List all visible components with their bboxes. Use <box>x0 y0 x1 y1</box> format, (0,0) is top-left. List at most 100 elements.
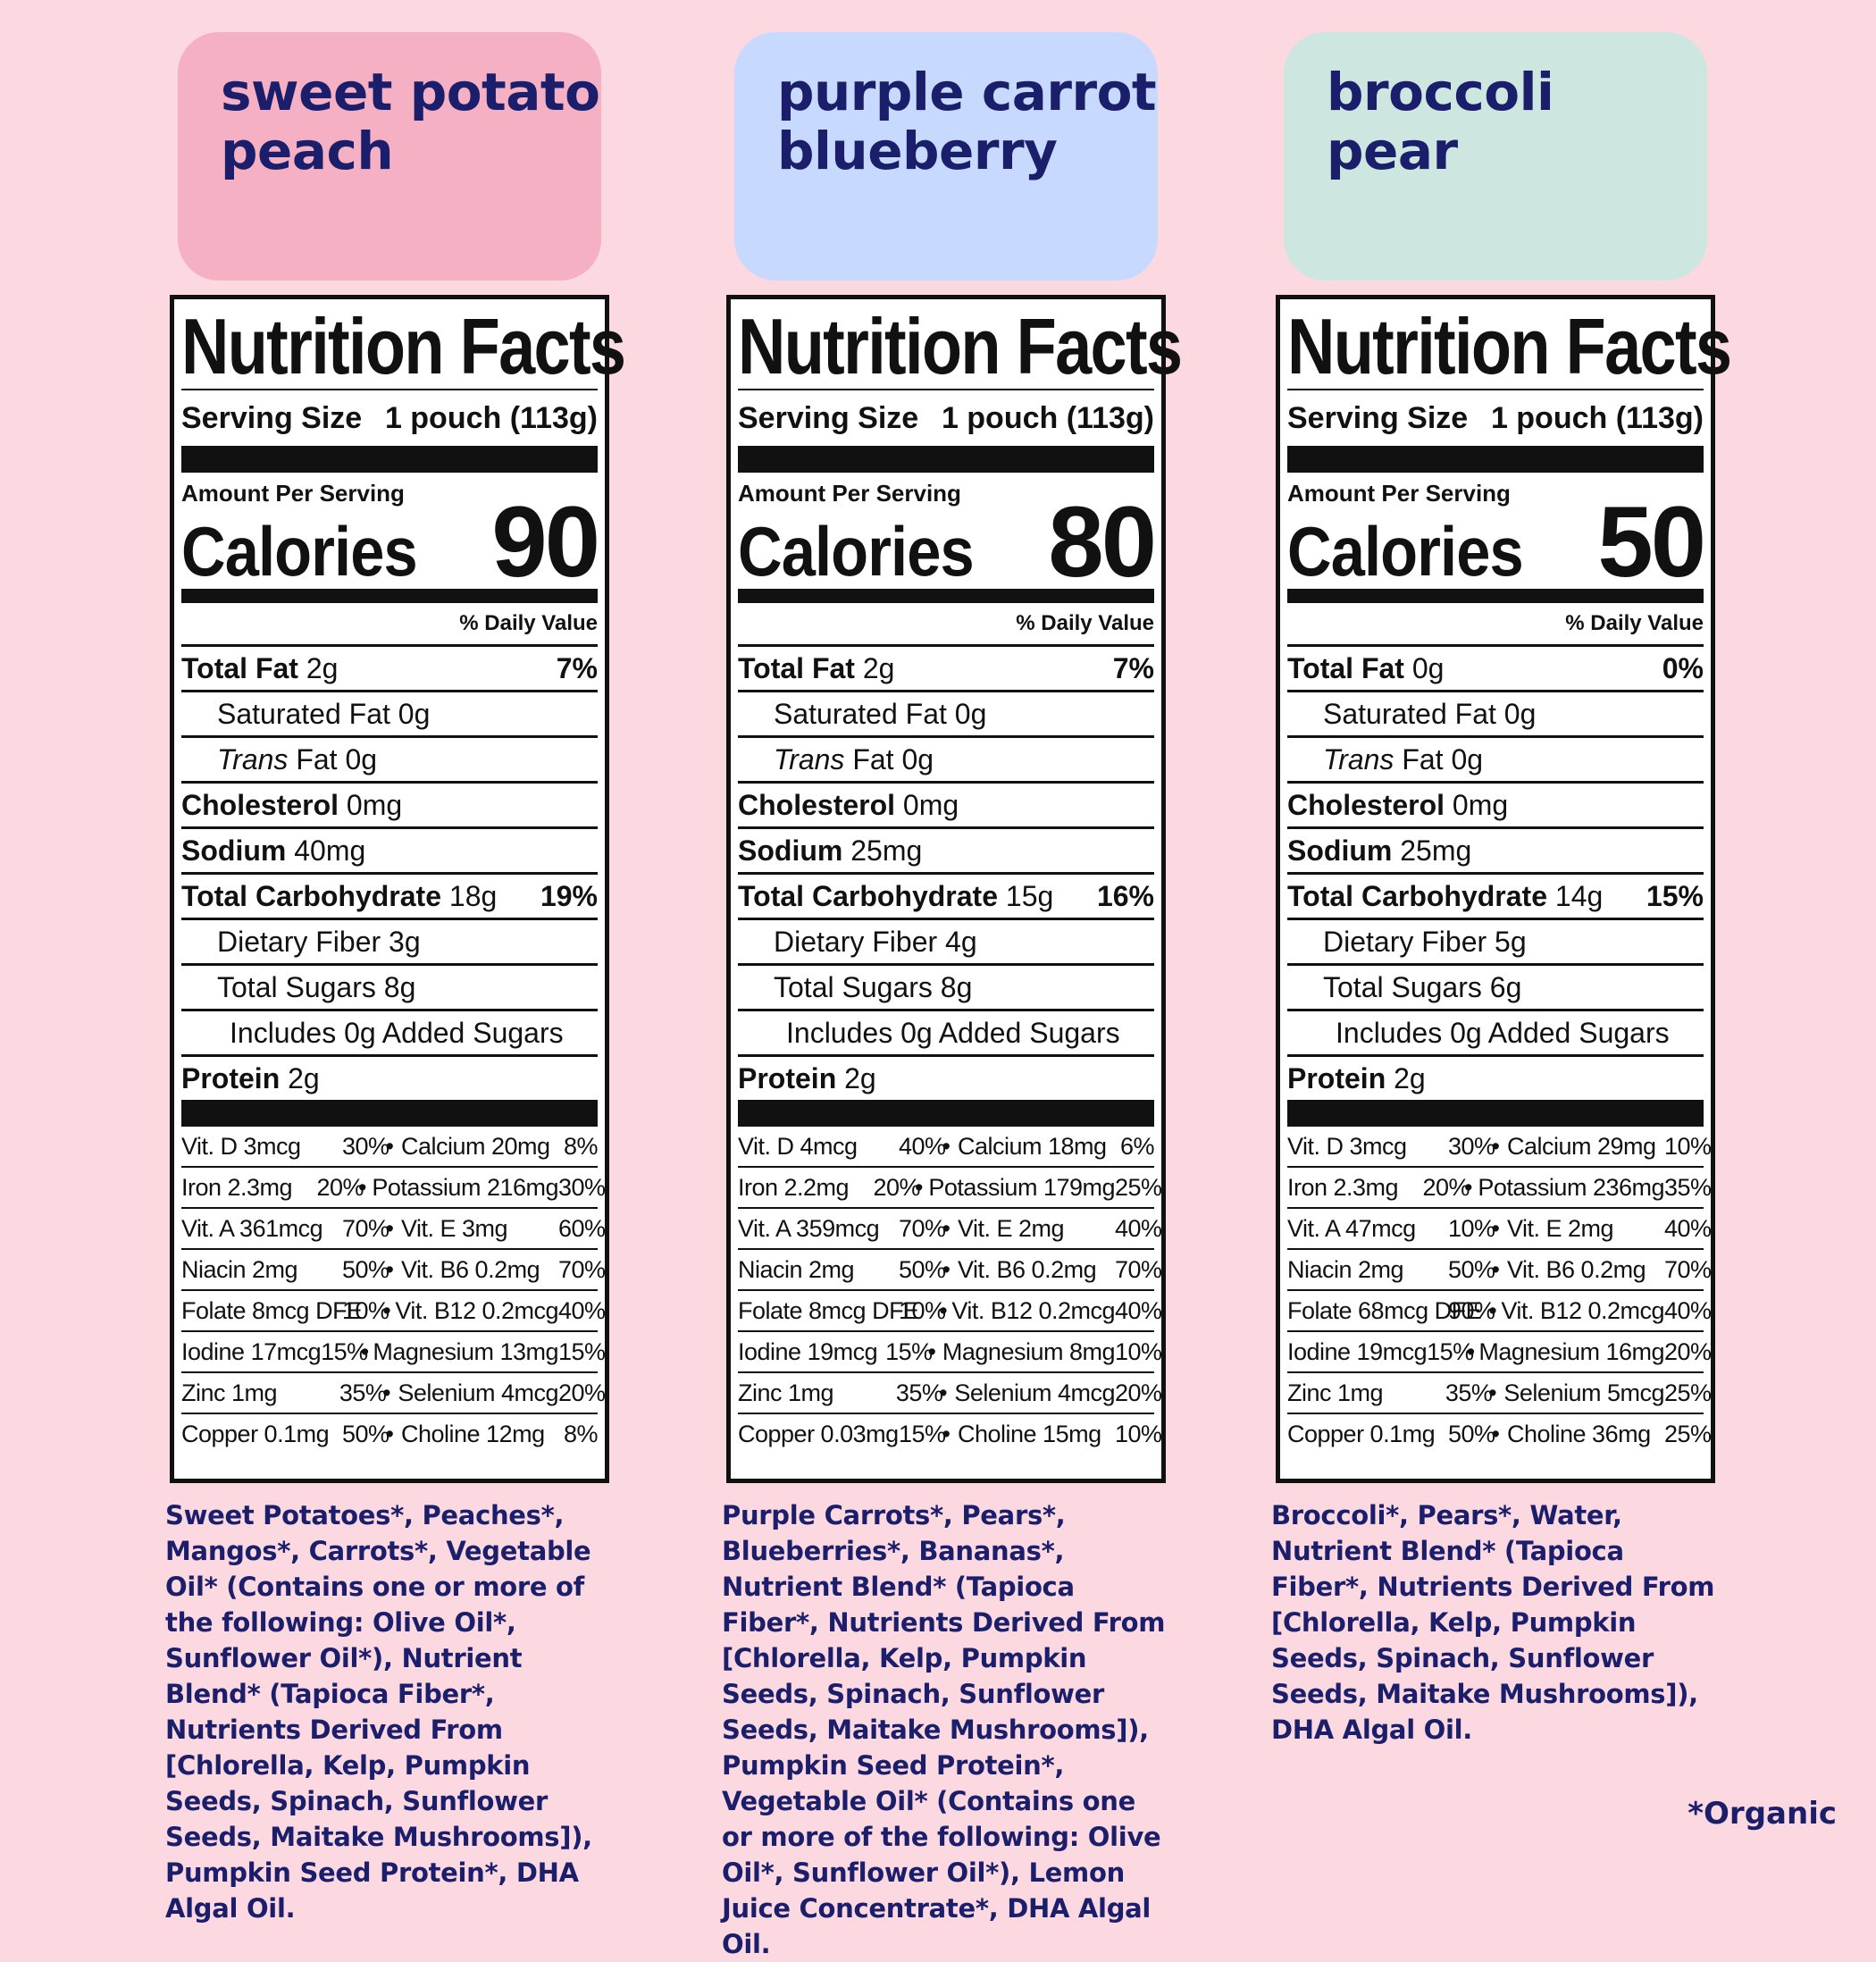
divider <box>181 389 598 390</box>
serving-size-value: 1 pouch (113g) <box>384 401 598 435</box>
serving-size-value: 1 pouch (113g) <box>1490 401 1704 435</box>
cholesterol-row-value: 0mg <box>902 789 959 821</box>
bullet-separator: • <box>942 1214 951 1242</box>
product-name-line1: purple carrot <box>777 62 1157 122</box>
nutrient-name: Vit. B6 0.2mg <box>401 1255 540 1283</box>
sodium-row-text: Sodium 25mg <box>738 829 922 872</box>
calories-label: Calories <box>1287 512 1524 591</box>
nutrient-daily-value: 10% <box>899 1296 946 1324</box>
total-sugars-row-value: Total Sugars 8g <box>774 971 973 1003</box>
calories-label: Calories <box>181 512 418 591</box>
nutrient-name: Niacin 2mg <box>181 1255 298 1283</box>
nutrient-daily-value: 35% <box>1445 1379 1493 1406</box>
trans-fat-value: Fat 0g <box>1394 743 1484 776</box>
vitamin-row: Iodine 19mcg 15% • Magnesium 8mg 10% <box>738 1332 1162 1373</box>
nutrient-daily-value: 25% <box>1115 1173 1162 1201</box>
calories-row: Calories 80 <box>738 492 1157 592</box>
product-name-line1: sweet potato <box>221 62 600 122</box>
product-name-line1: broccoli <box>1327 62 1554 122</box>
sodium-row: Sodium 25mg <box>1287 829 1704 875</box>
nutrient-daily-value: 20% <box>1115 1379 1162 1406</box>
nutrient-name: Vit. A 361mcg <box>181 1214 323 1242</box>
trans-fat-value: Fat 0g <box>844 743 934 776</box>
total-carbohydrate-row-label: Total Carbohydrate <box>1287 880 1547 912</box>
nutrient-daily-value: 40% <box>1115 1296 1162 1324</box>
nutrient-daily-value: 70% <box>899 1214 946 1242</box>
nutrient-daily-value: 15% <box>321 1337 368 1365</box>
nutrient-name: Vit. B12 0.2mcg <box>951 1296 1115 1324</box>
nutrient-name: Calcium 18mg <box>958 1132 1107 1160</box>
saturated-fat-row: Saturated Fat 0g <box>1287 692 1704 738</box>
nutrient-daily-value: 8% <box>563 1420 599 1447</box>
dietary-fiber-row: Dietary Fiber 5g <box>1287 920 1704 966</box>
added-sugars-row-value: Includes 0g Added Sugars <box>1336 1017 1670 1049</box>
divider-medium <box>738 589 1154 603</box>
added-sugars-row-text: Includes 0g Added Sugars <box>1336 1011 1670 1054</box>
added-sugars-row: Includes 0g Added Sugars <box>738 1011 1154 1057</box>
serving-size-label: Serving Size <box>738 401 919 435</box>
nutrient-name: Calcium 29mg <box>1507 1132 1656 1160</box>
nutrition-facts-title: Nutrition Facts <box>1287 302 1732 390</box>
nutrient-daily-value: 40% <box>558 1296 606 1324</box>
trans-fat-italic: Trans <box>1323 743 1394 776</box>
serving-size-label: Serving Size <box>181 401 363 435</box>
nutrient-daily-value: 10% <box>1664 1132 1712 1160</box>
nutrient-name: Vit. B6 0.2mg <box>958 1255 1097 1283</box>
nutrient-name: Copper 0.03mg <box>738 1420 899 1447</box>
total-carbohydrate-row-label: Total Carbohydrate <box>181 880 441 912</box>
nutrient-daily-value: 6% <box>1119 1132 1155 1160</box>
trans-fat-italic: Trans <box>217 743 289 776</box>
product-name-tag: sweet potato peach <box>178 32 601 281</box>
total-sugars-row: Total Sugars 8g <box>738 966 1154 1011</box>
vitamin-row: Copper 0.1mg 50% • Choline 36mg 25% <box>1287 1414 1712 1454</box>
total-fat-row-value: 2g <box>306 652 339 684</box>
cholesterol-row-label: Cholesterol <box>1287 789 1445 821</box>
nutrient-daily-value: 10% <box>1448 1214 1495 1242</box>
total-fat-row-value: 2g <box>862 652 895 684</box>
bullet-separator: • <box>385 1132 394 1160</box>
daily-value-header: % Daily Value <box>738 603 1154 647</box>
serving-size-row: Serving Size 1 pouch (113g) <box>181 390 598 446</box>
nutrient-name: Iron 2.3mg <box>1287 1173 1399 1201</box>
product-name-tag: broccoli pear <box>1284 32 1707 281</box>
serving-size-value: 1 pouch (113g) <box>941 401 1154 435</box>
nutrient-name: Niacin 2mg <box>738 1255 855 1283</box>
vitamin-row: Vit. A 359mcg 70% • Vit. E 2mg 40% <box>738 1209 1162 1250</box>
total-sugars-row-text: Total Sugars 8g <box>217 966 415 1009</box>
nutrient-name: Folate 8mcg DFE <box>738 1296 919 1324</box>
nutrient-daily-value: 60% <box>558 1214 606 1242</box>
added-sugars-row-text: Includes 0g Added Sugars <box>786 1011 1120 1054</box>
total-carbohydrate-row-label: Total Carbohydrate <box>738 880 998 912</box>
total-carbohydrate-row-text: Total Carbohydrate 18g <box>181 875 497 918</box>
nutrient-name: Selenium 4mcg <box>398 1379 558 1406</box>
nutrient-daily-value: 40% <box>1664 1296 1712 1324</box>
calories-value: 50 <box>1597 486 1706 598</box>
serving-size-row: Serving Size 1 pouch (113g) <box>738 390 1154 446</box>
nutrient-daily-value: 50% <box>342 1255 389 1283</box>
daily-value-header: % Daily Value <box>1287 603 1704 647</box>
bullet-separator: • <box>939 1296 948 1324</box>
ingredients-text: Sweet Potatoes*, Peaches*, Mangos*, Carr… <box>165 1500 592 1924</box>
divider-thick <box>1287 446 1704 473</box>
nutrient-daily-value: 35% <box>339 1379 387 1406</box>
total-fat-row-text: Total Fat 2g <box>181 647 338 690</box>
nutrient-name: Vit. E 2mg <box>1507 1214 1614 1242</box>
total-fat-row-label: Total Fat <box>738 652 855 684</box>
nutrient-daily-value: 20% <box>1422 1173 1470 1201</box>
added-sugars-row: Includes 0g Added Sugars <box>181 1011 598 1057</box>
calories-label: Calories <box>738 512 975 591</box>
bullet-separator: • <box>942 1420 951 1447</box>
amount-per-serving: Amount Per Serving <box>1287 480 1511 507</box>
nutrient-daily-value: 50% <box>1448 1255 1495 1283</box>
nutrient-daily-value: 40% <box>1115 1214 1162 1242</box>
total-fat-row-daily-value: 7% <box>1112 652 1154 684</box>
dietary-fiber-row: Dietary Fiber 3g <box>181 920 598 966</box>
sodium-row-value: 25mg <box>1400 834 1472 867</box>
nutrient-name: Vit. A 359mcg <box>738 1214 880 1242</box>
nutrient-daily-value: 70% <box>558 1255 606 1283</box>
protein-row: Protein 2g <box>181 1057 598 1100</box>
nutrient-daily-value: 20% <box>558 1379 606 1406</box>
nutrient-daily-value: 70% <box>342 1214 389 1242</box>
nutrient-daily-value: 20% <box>1664 1337 1712 1365</box>
dietary-fiber-row: Dietary Fiber 4g <box>738 920 1154 966</box>
